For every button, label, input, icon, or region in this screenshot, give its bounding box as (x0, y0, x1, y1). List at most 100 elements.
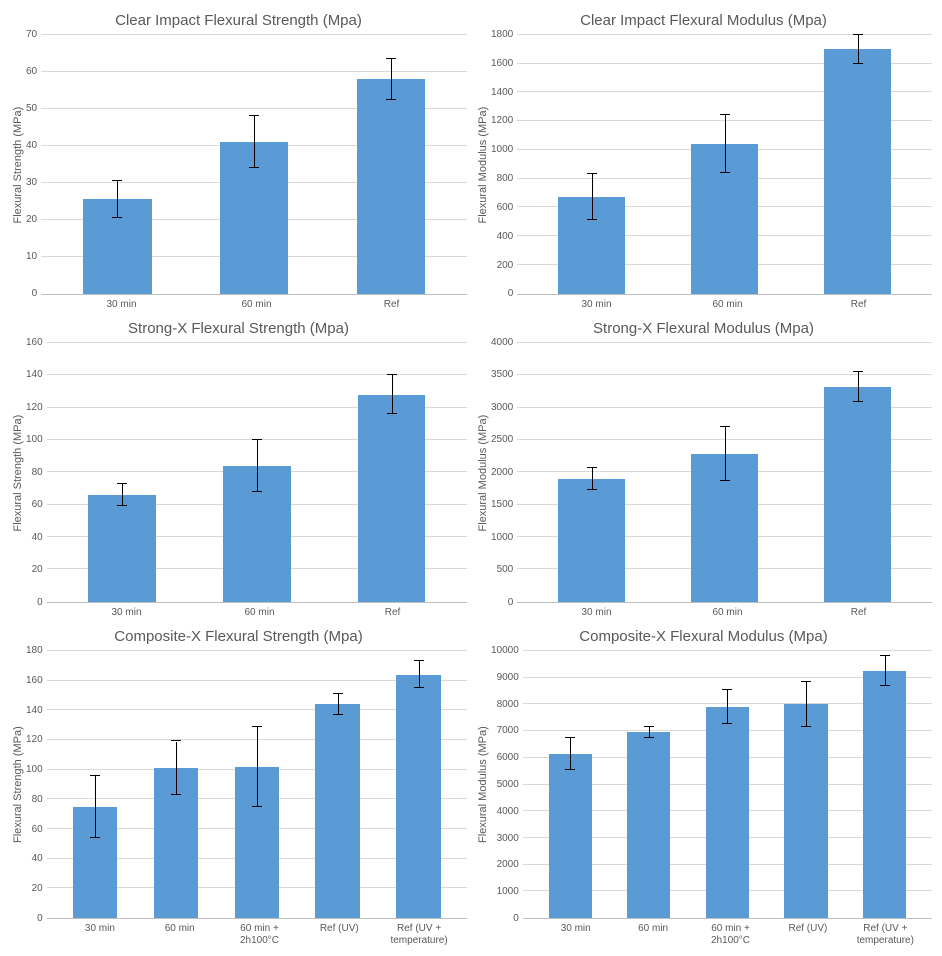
y-axis: 160140120100806040200 (26, 343, 47, 603)
error-bar (254, 116, 255, 168)
error-cap-top (853, 34, 863, 35)
x-axis-row: 30 min60 minRef (10, 603, 467, 619)
plot-area (47, 651, 467, 919)
error-cap-bottom (252, 806, 262, 807)
x-tick: Ref (UV + temperature) (847, 923, 924, 946)
x-tick: 30 min (54, 299, 189, 311)
error-bar (419, 661, 420, 688)
y-axis-label: Flexural Strength (MPa) (10, 651, 26, 919)
error-cap-bottom (720, 480, 730, 481)
error-bar (95, 776, 96, 838)
y-axis: 180160140120100806040200 (26, 651, 47, 919)
spacer (475, 919, 491, 946)
error-cap-bottom (90, 837, 100, 838)
y-axis: 180016001400120010008006004002000 (491, 35, 517, 295)
bars-container (517, 35, 932, 294)
error-bar (392, 375, 393, 414)
bars-container (523, 651, 932, 918)
error-bar (257, 440, 258, 492)
chart-cx_fs: Composite-X Flexural Strength (Mpa)Flexu… (10, 626, 467, 946)
error-cap-bottom (587, 489, 597, 490)
error-cap-top (720, 114, 730, 115)
error-bar (725, 427, 726, 481)
error-cap-top (587, 173, 597, 174)
bar (549, 754, 592, 918)
x-axis: 30 min60 minRef (523, 295, 932, 311)
error-cap-bottom (386, 99, 396, 100)
x-tick: 30 min (60, 923, 140, 946)
error-cap-top (801, 681, 811, 682)
error-bar (117, 181, 118, 218)
plot-row: Flexural Strength (MPa)16014012010080604… (10, 343, 467, 603)
error-cap-bottom (414, 687, 424, 688)
spacer (10, 919, 26, 946)
error-cap-top (386, 58, 396, 59)
spacer (491, 919, 529, 946)
error-bar (338, 694, 339, 715)
error-cap-bottom (644, 737, 654, 738)
error-bar (806, 682, 807, 727)
bar (558, 479, 624, 602)
spacer (475, 603, 491, 619)
bar-slot (609, 651, 688, 918)
error-cap-bottom (333, 714, 343, 715)
error-cap-top (880, 655, 890, 656)
error-cap-top (112, 180, 122, 181)
bar (706, 707, 749, 918)
error-bar (122, 484, 123, 507)
bar-slot (322, 35, 459, 294)
error-cap-bottom (252, 491, 262, 492)
bar-slot (49, 35, 186, 294)
error-cap-bottom (720, 172, 730, 173)
bar-slot (55, 651, 136, 918)
bar-slot (767, 651, 846, 918)
chart-title: Strong-X Flexural Strength (Mpa) (10, 320, 467, 337)
bar-slot (845, 651, 924, 918)
bars-container (41, 35, 467, 294)
bar (784, 704, 827, 918)
chart-cx_fm: Composite-X Flexural Modulus (Mpa)Flexur… (475, 626, 932, 946)
error-cap-bottom (801, 726, 811, 727)
chart-sx_fm: Strong-X Flexural Modulus (Mpa)Flexural … (475, 318, 932, 618)
plot-area (517, 343, 932, 603)
error-cap-top (252, 726, 262, 727)
x-tick: Ref (UV + temperature) (379, 923, 459, 946)
error-bar (885, 656, 886, 685)
bar (88, 495, 155, 602)
bar (357, 79, 425, 293)
x-axis: 30 min60 minRef (52, 603, 467, 619)
y-axis-label: Flexural Modulus (MPa) (475, 651, 491, 919)
bar (824, 387, 890, 602)
error-bar (391, 59, 392, 100)
x-tick: 60 min (662, 607, 793, 619)
chart-ci_fs: Clear Impact Flexural Strength (Mpa)Flex… (10, 10, 467, 310)
error-cap-top (565, 737, 575, 738)
error-cap-top (587, 467, 597, 468)
error-cap-top (333, 693, 343, 694)
plot-area (47, 343, 467, 603)
error-bar (570, 738, 571, 770)
bar-slot (525, 35, 658, 294)
y-axis: 706050403020100 (26, 35, 41, 295)
chart-ci_fm: Clear Impact Flexural Modulus (Mpa)Flexu… (475, 10, 932, 310)
error-cap-top (387, 374, 397, 375)
bar-slot (378, 651, 459, 918)
error-cap-top (644, 726, 654, 727)
error-cap-top (249, 115, 259, 116)
spacer (475, 295, 491, 311)
error-cap-bottom (171, 794, 181, 795)
x-axis: 30 min60 min60 min + 2h100°CRef (UV)Ref … (52, 919, 467, 946)
plot-row: Flexural Strength (MPa)18016014012010080… (10, 651, 467, 919)
error-cap-bottom (722, 723, 732, 724)
plot-area (523, 651, 932, 919)
x-axis-row: 30 min60 minRef (475, 603, 932, 619)
y-axis-label: Flexural Strength (MPa) (10, 35, 26, 295)
spacer (10, 603, 26, 619)
error-cap-top (252, 439, 262, 440)
bar-slot (658, 343, 791, 602)
error-cap-top (853, 371, 863, 372)
x-tick: 30 min (60, 607, 193, 619)
plot-row: Flexural Modulus (MPa)400035003000250020… (475, 343, 932, 603)
bars-container (47, 343, 467, 602)
error-cap-bottom (565, 769, 575, 770)
